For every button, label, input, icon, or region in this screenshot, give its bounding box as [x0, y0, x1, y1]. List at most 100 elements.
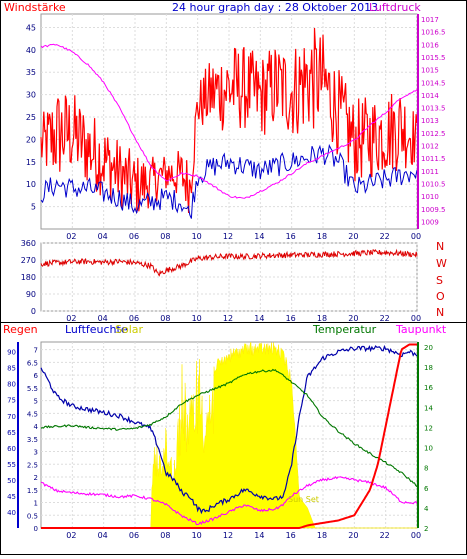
- y-tick-label-humidity: 85: [7, 365, 16, 373]
- x-tick-label: 02: [66, 531, 76, 540]
- x-tick-label: 04: [98, 314, 108, 323]
- y-tick-label-humidity: 60: [7, 445, 16, 453]
- wind-speed-label: Windstärke: [4, 1, 66, 14]
- x-tick-label: 16: [286, 314, 296, 323]
- rain-label: Regen: [3, 323, 38, 336]
- y-tick-label-humidity: 40: [7, 509, 16, 517]
- x-tick-label: 16: [286, 531, 296, 540]
- y-tick-label-pressure: 1012.5: [421, 130, 446, 138]
- x-tick-label: 06: [129, 531, 139, 540]
- y-tick-label-pressure: 1014: [421, 92, 439, 100]
- y-tick-label-pressure: 1014.5: [421, 79, 446, 87]
- y-tick-label-temperature: 12: [424, 424, 433, 432]
- x-tick-label: 22: [380, 232, 390, 241]
- x-tick-label: 18: [317, 232, 327, 241]
- y-tick-label-temperature: 10: [424, 445, 433, 453]
- y-tick-label-pressure: 1017: [421, 16, 439, 24]
- y-tick-label-rain: 5: [34, 398, 38, 406]
- x-tick-label: 08: [160, 314, 170, 323]
- y-tick-label-direction: 90: [26, 290, 36, 299]
- x-tick-label: 10: [192, 531, 202, 540]
- pressure-label: Luftdruck: [369, 1, 421, 14]
- x-tick-label: 12: [223, 232, 233, 241]
- y-tick-label-rain: 6.5: [27, 359, 38, 367]
- y-tick-label-direction: 360: [21, 239, 36, 248]
- y-tick-label-temperature: 14: [424, 404, 433, 412]
- y-tick-label-humidity: 55: [7, 461, 16, 469]
- y-tick-label-temperature: 18: [424, 364, 433, 372]
- y-tick-label-rain: 4.5: [27, 410, 38, 418]
- humidity-label: Luftfeuchte: [65, 323, 128, 336]
- y-tick-label-pressure: 1015: [421, 67, 439, 75]
- y-tick-label-wind: 20: [26, 135, 36, 144]
- wind-gust-line: [40, 27, 418, 214]
- rain-line: [41, 343, 417, 529]
- x-tick-label: 18: [317, 531, 327, 540]
- y-tick-label-rain: 4: [34, 423, 39, 431]
- y-tick-label-rain: 6: [34, 372, 39, 380]
- x-tick-label: 06: [129, 314, 139, 323]
- x-tick-label: 16: [286, 232, 296, 241]
- x-tick-label: 12: [223, 531, 233, 540]
- x-tick-label: 06: [129, 232, 139, 241]
- y-tick-label-wind: 25: [26, 113, 36, 122]
- y-tick-label-pressure: 1009: [421, 218, 439, 226]
- y-tick-label-temperature: 4: [424, 505, 429, 513]
- x-tick-label: 22: [380, 314, 390, 323]
- x-tick-label: 02: [66, 232, 76, 241]
- x-tick-label: 00: [411, 232, 421, 241]
- y-tick-label-rain: 1: [34, 500, 38, 508]
- y-tick-label-wind: 15: [26, 158, 36, 167]
- wind-average-line: [40, 143, 418, 219]
- pressure-line: [40, 43, 418, 199]
- y-tick-label-pressure: 1016.5: [421, 29, 446, 37]
- dewpoint-line: [40, 476, 418, 526]
- y-tick-label-humidity: 50: [7, 477, 16, 485]
- y-tick-label-temperature: 6: [424, 485, 429, 493]
- y-tick-label-temperature: 16: [424, 384, 433, 392]
- y-tick-label-wind: 5: [31, 203, 36, 212]
- y-tick-label-rain: 7: [34, 347, 38, 355]
- x-tick-label: 10: [192, 232, 202, 241]
- x-tick-label: 08: [160, 232, 170, 241]
- y-tick-label-rain: 1.5: [27, 487, 38, 495]
- x-tick-label: 22: [380, 531, 390, 540]
- compass-label: O: [436, 290, 445, 303]
- y-tick-label-rain: 3: [34, 449, 38, 457]
- x-tick-label: 20: [348, 531, 358, 540]
- x-tick-label: 18: [317, 314, 327, 323]
- y-tick-label-humidity: 90: [7, 349, 16, 357]
- compass-label: S: [436, 274, 443, 287]
- sun-set-annotation: Sun Set: [288, 495, 319, 504]
- temperature-label: Temperatur: [312, 323, 377, 336]
- x-tick-label: 14: [254, 314, 264, 323]
- temperature-line: [40, 368, 418, 488]
- y-tick-label-wind: 45: [26, 23, 36, 32]
- y-tick-label-rain: 3.5: [27, 436, 38, 444]
- compass-label: N: [436, 306, 444, 319]
- y-tick-label-pressure: 1010.5: [421, 180, 446, 188]
- y-tick-label-direction: 0: [31, 307, 36, 316]
- y-tick-label-humidity: 45: [7, 493, 16, 501]
- y-tick-label-temperature: 8: [424, 465, 428, 473]
- y-tick-label-pressure: 1010: [421, 193, 439, 201]
- dewpoint-label: Taupunkt: [395, 323, 447, 336]
- y-tick-label-pressure: 1016: [421, 41, 439, 49]
- y-tick-label-pressure: 1009.5: [421, 206, 446, 214]
- y-tick-label-direction: 270: [21, 256, 36, 265]
- y-tick-label-wind: 30: [26, 91, 36, 100]
- y-tick-label-rain: 2: [34, 474, 38, 482]
- y-tick-label-wind: 40: [26, 46, 36, 55]
- wind-direction-line: [40, 248, 418, 277]
- y-tick-label-rain: 5.5: [27, 385, 38, 393]
- y-tick-label-wind: 10: [26, 180, 36, 189]
- y-tick-label-pressure: 1013: [421, 117, 439, 125]
- y-tick-label-rain: 0.5: [27, 512, 38, 520]
- y-tick-label-pressure: 1012: [421, 143, 439, 151]
- x-tick-label: 14: [254, 531, 264, 540]
- y-tick-label-humidity: 75: [7, 397, 16, 405]
- y-tick-label-rain: 2.5: [27, 461, 38, 469]
- x-tick-label: 10: [192, 314, 202, 323]
